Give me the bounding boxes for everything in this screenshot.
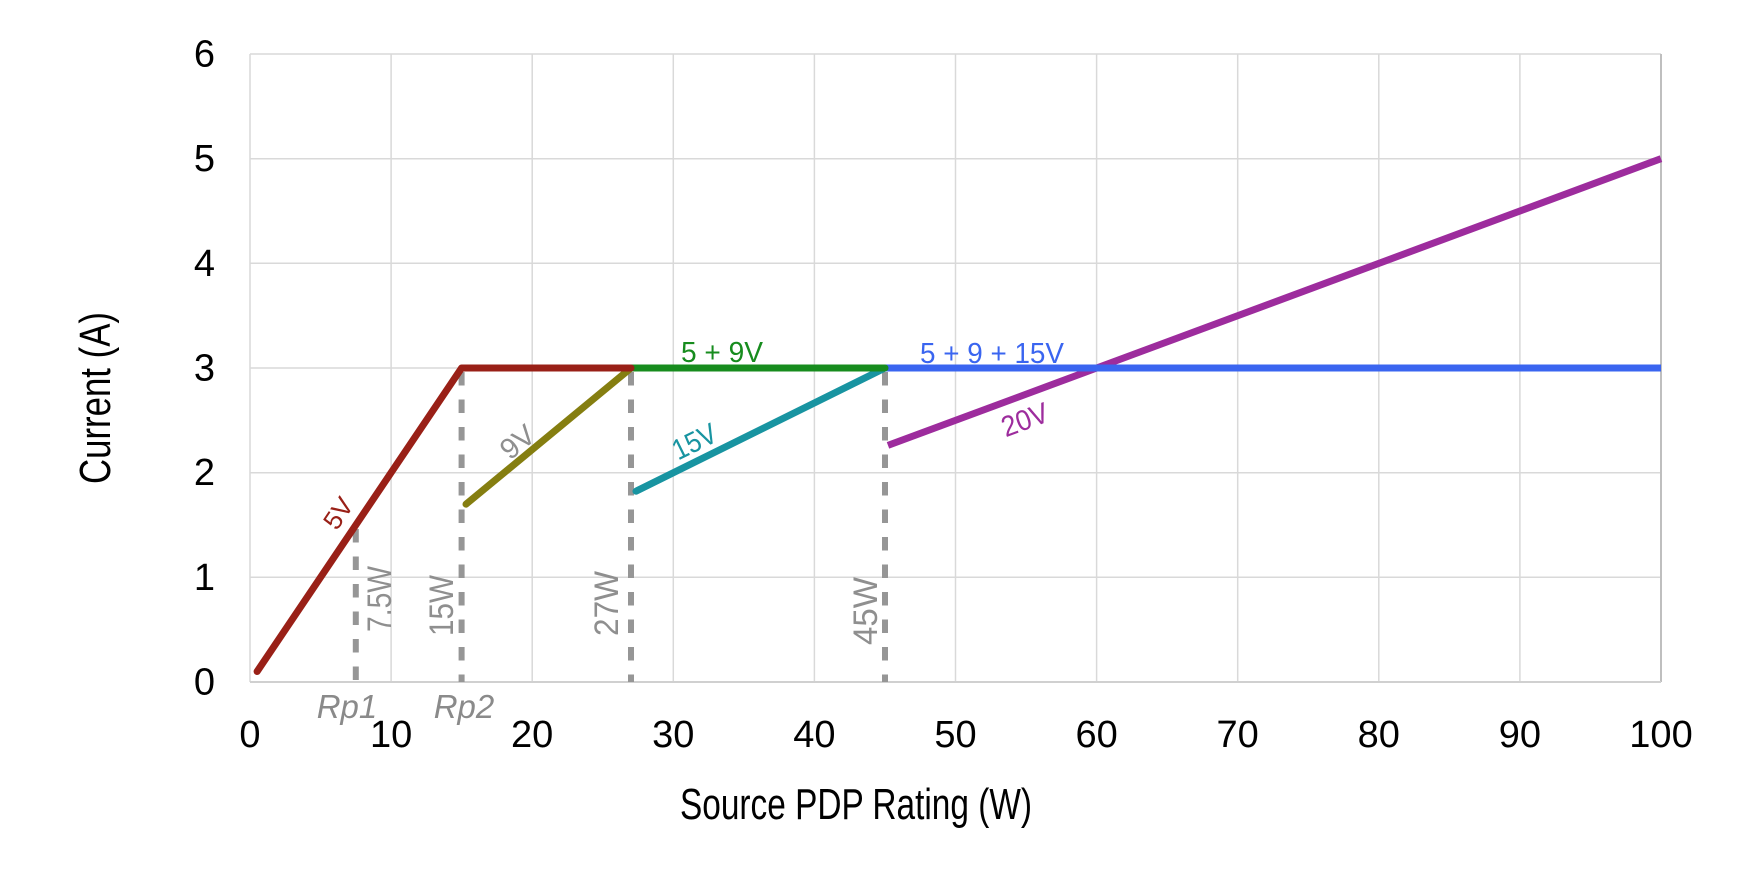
svg-text:45W: 45W	[847, 577, 885, 645]
svg-text:0: 0	[239, 714, 260, 756]
svg-text:40: 40	[793, 714, 835, 756]
svg-text:5 + 9V: 5 + 9V	[681, 337, 764, 369]
svg-text:7.5W: 7.5W	[361, 566, 399, 632]
svg-text:3: 3	[194, 348, 215, 390]
svg-text:Source PDP Rating (W): Source PDP Rating (W)	[680, 780, 1032, 829]
svg-text:100: 100	[1629, 714, 1692, 756]
svg-text:4: 4	[194, 243, 215, 285]
svg-text:1: 1	[194, 557, 215, 599]
svg-text:0: 0	[194, 662, 215, 704]
svg-text:20: 20	[511, 714, 553, 756]
svg-text:15W: 15W	[423, 575, 461, 636]
svg-text:5 + 9 + 15V: 5 + 9 + 15V	[920, 338, 1065, 370]
svg-text:70: 70	[1217, 714, 1259, 756]
svg-text:10: 10	[370, 714, 412, 756]
svg-text:5: 5	[194, 138, 215, 180]
svg-text:Rp1: Rp1	[317, 688, 378, 725]
svg-text:6: 6	[194, 34, 215, 76]
svg-text:50: 50	[934, 714, 976, 756]
svg-text:27W: 27W	[588, 571, 626, 636]
svg-text:60: 60	[1075, 714, 1117, 756]
svg-text:Current (A): Current (A)	[71, 312, 120, 484]
svg-text:2: 2	[194, 452, 215, 494]
svg-text:90: 90	[1499, 714, 1541, 756]
svg-text:80: 80	[1358, 714, 1400, 756]
svg-text:30: 30	[652, 714, 694, 756]
svg-text:Rp2: Rp2	[434, 688, 495, 725]
